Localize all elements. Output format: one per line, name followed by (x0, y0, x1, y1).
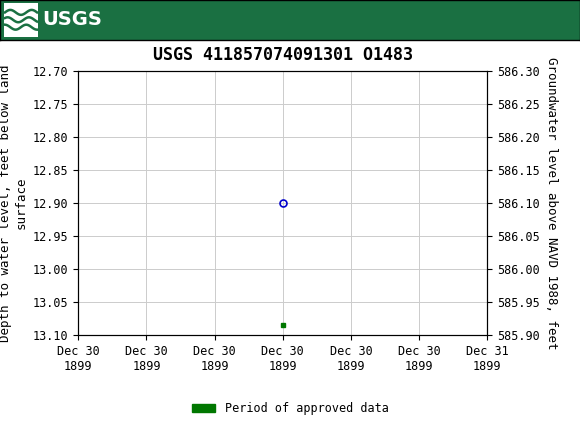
Text: USGS: USGS (42, 10, 102, 29)
Y-axis label: Groundwater level above NAVD 1988, feet: Groundwater level above NAVD 1988, feet (545, 57, 558, 350)
Title: USGS 411857074091301 O1483: USGS 411857074091301 O1483 (153, 46, 413, 64)
Bar (4, 3, 38, 37)
Y-axis label: Depth to water level, feet below land
surface: Depth to water level, feet below land su… (0, 64, 27, 342)
Legend: Period of approved data: Period of approved data (187, 397, 393, 420)
